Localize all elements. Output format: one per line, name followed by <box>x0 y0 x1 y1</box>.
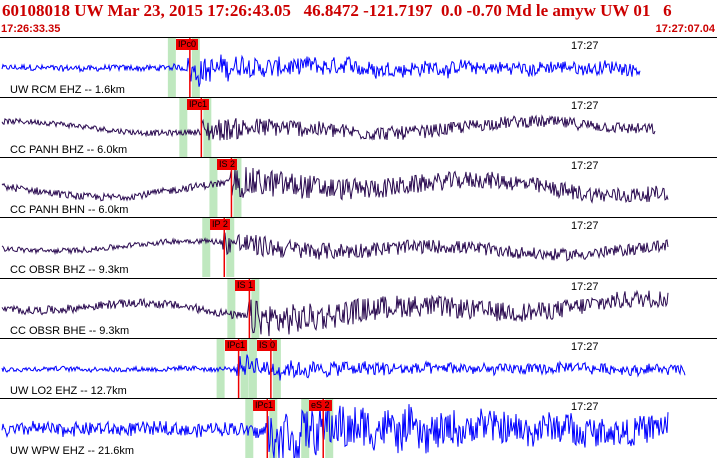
waveform <box>1 167 669 204</box>
event-title: 60108018 UW Mar 23, 2015 17:26:43.05 46.… <box>2 1 672 20</box>
pick-window <box>179 98 188 157</box>
pick-label[interactable]: IS 1 <box>235 280 256 291</box>
trace-panel[interactable]: IS 2 17:27 CC PANH BHN -- 6.0km <box>0 157 717 217</box>
header: 60108018 UW Mar 23, 2015 17:26:43.05 46.… <box>0 0 717 37</box>
station-label: CC OBSR BHE -- 9.3km <box>10 325 130 337</box>
station-label: UW RCM EHZ -- 1.6km <box>10 84 125 96</box>
pick-label[interactable]: IPc0 <box>176 39 199 50</box>
pick-label[interactable]: IS 2 <box>217 159 238 170</box>
station-label: UW LO2 EHZ -- 12.7km <box>10 385 127 397</box>
time-tick-label: 17:27 <box>571 281 599 293</box>
waveform <box>1 289 669 337</box>
trace-panel[interactable]: IPc1 eS 2 17:27 UW WPW EHZ -- 21.6km <box>0 398 717 458</box>
pick-window <box>202 218 211 277</box>
pick-window <box>227 279 236 338</box>
pick-label[interactable]: IS 0 <box>257 340 278 351</box>
time-tick-label: 17:27 <box>571 40 599 52</box>
waveform <box>1 114 656 141</box>
waveform <box>1 354 686 381</box>
station-label: UW WPW EHZ -- 21.6km <box>10 445 135 457</box>
pick-window <box>167 38 176 97</box>
seismogram-traces[interactable]: IPc0 17:27 UW RCM EHZ -- 1.6km IPc1 17:27 CC … <box>0 37 717 458</box>
end-time: 17:27:07.04 <box>655 23 715 35</box>
station-label: CC PANH BHN -- 6.0km <box>10 204 129 216</box>
trace-panel[interactable]: IPc0 17:27 UW RCM EHZ -- 1.6km <box>0 37 717 97</box>
waveform <box>1 231 669 262</box>
station-label: CC OBSR BHZ -- 9.3km <box>10 264 129 276</box>
start-time: 17:26:33.35 <box>1 23 61 35</box>
pick-window <box>269 399 278 458</box>
pick-label[interactable]: eS 2 <box>309 400 332 411</box>
pick-window <box>272 339 281 398</box>
pick-window <box>191 38 200 97</box>
pick-label[interactable]: IPc1 <box>225 340 248 351</box>
trace-panel[interactable]: IPc1 IS 0 17:27 UW LO2 EHZ -- 12.7km <box>0 338 717 398</box>
pick-label[interactable]: IPc1 <box>187 99 210 110</box>
station-label: CC PANH BHZ -- 6.0km <box>10 144 128 156</box>
waveform <box>1 54 641 87</box>
trace-plot <box>1 339 686 398</box>
trace-panel[interactable]: IPc1 17:27 CC PANH BHZ -- 6.0km <box>0 97 717 157</box>
pick-window <box>233 158 242 217</box>
pick-label[interactable]: IPc1 <box>253 400 276 411</box>
pick-label[interactable]: IP 2 <box>210 219 230 230</box>
trace-panel[interactable]: IP 2 17:27 CC OBSR BHZ -- 9.3km <box>0 217 717 277</box>
trace-panel[interactable]: IS 1 17:27 CC OBSR BHE -- 9.3km <box>0 278 717 338</box>
time-tick-label: 17:27 <box>571 401 599 413</box>
time-tick-label: 17:27 <box>571 341 599 353</box>
waveform <box>1 400 669 458</box>
time-tick-label: 17:27 <box>571 100 599 112</box>
time-tick-label: 17:27 <box>571 160 599 172</box>
time-tick-label: 17:27 <box>571 220 599 232</box>
